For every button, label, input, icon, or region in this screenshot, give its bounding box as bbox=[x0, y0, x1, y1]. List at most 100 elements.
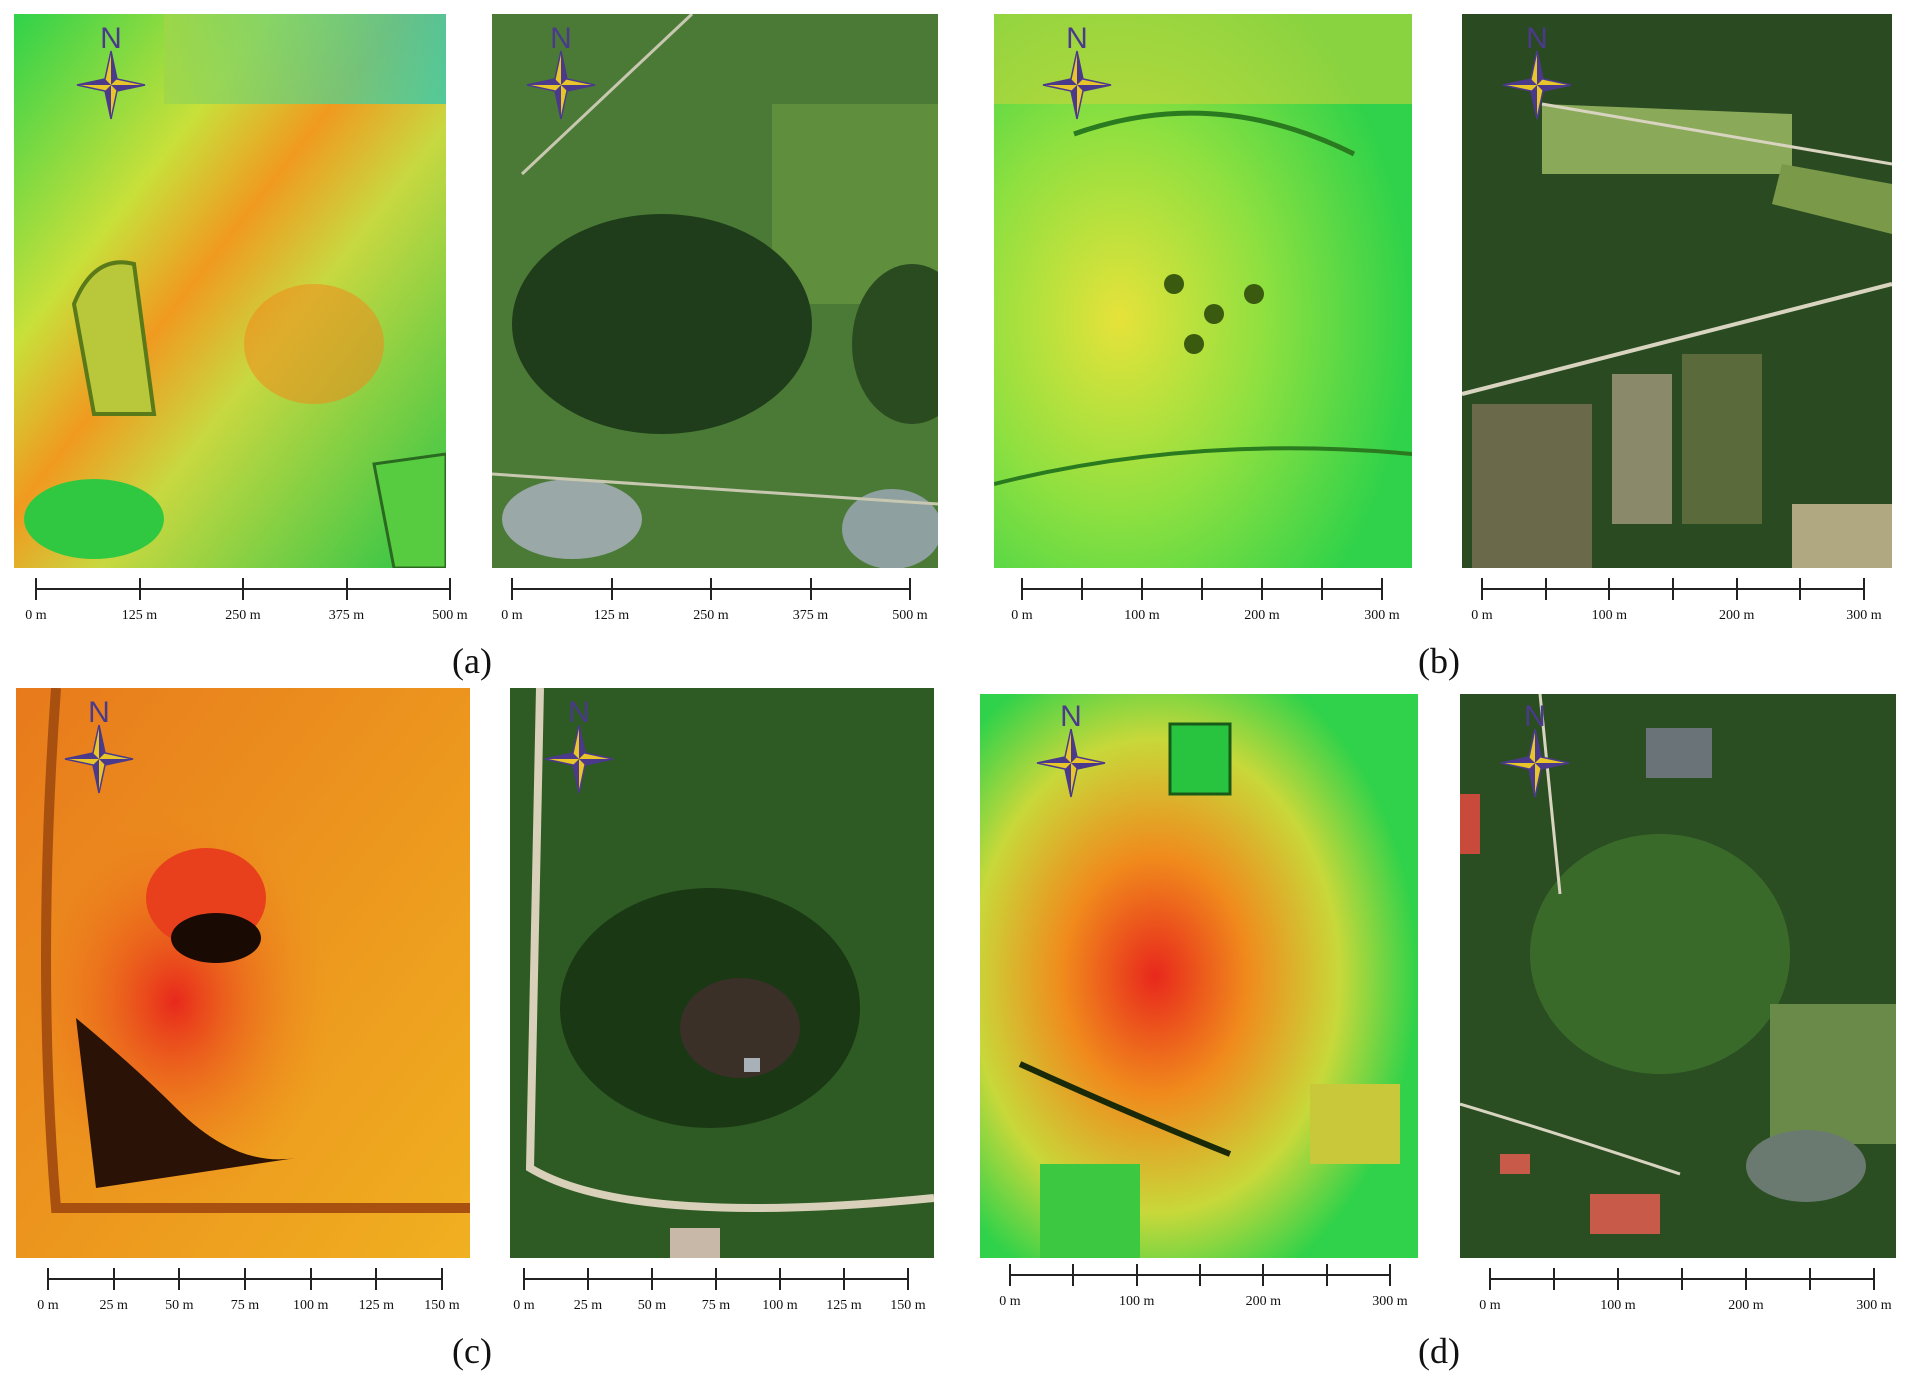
scale-bar-tick bbox=[1553, 1268, 1555, 1290]
caption-b: (b) bbox=[1418, 641, 1460, 681]
scale-bar-tick bbox=[345, 578, 348, 600]
compass-rose-icon: N bbox=[1036, 702, 1106, 802]
scale-bar-d-orthophoto: 0 m 100 m 200 m 300 m bbox=[1479, 1268, 1892, 1328]
panel-c-dem: N bbox=[16, 688, 470, 1258]
scale-bar-label: 100 m bbox=[1124, 608, 1160, 623]
scale-bar-tick bbox=[1481, 578, 1483, 600]
north-label: N bbox=[1060, 700, 1082, 733]
scale-bar-c-orthophoto: 0 m 25 m 50 m 75 m 100 m 125 m 150 m bbox=[513, 1268, 926, 1328]
scale-bar-tick bbox=[1489, 1268, 1491, 1290]
scale-bar-label: 200 m bbox=[1718, 608, 1755, 623]
panel-b-orthophoto: N bbox=[1462, 14, 1892, 568]
scale-bar-label: 375 m bbox=[792, 608, 829, 623]
scale-bar-tick bbox=[907, 1268, 909, 1290]
scale-bar-label: 100 m bbox=[1600, 1298, 1636, 1313]
scale-bar-tick bbox=[1381, 578, 1383, 600]
scale-bar-tick bbox=[523, 1268, 525, 1290]
scale-bar-label: 0 m bbox=[1479, 1298, 1501, 1313]
scale-bar-tick bbox=[1735, 578, 1738, 600]
scale-bar-label: 300 m bbox=[1846, 608, 1882, 623]
scale-bar-tick bbox=[1799, 578, 1802, 600]
scale-bar-tick bbox=[1325, 1264, 1328, 1286]
scale-bar-tick bbox=[112, 1268, 115, 1290]
scale-bar-label: 100 m bbox=[292, 1298, 329, 1313]
scale-bar-b-dem: 0 m 100 m 200 m 300 m bbox=[1011, 578, 1400, 638]
compass-rose-icon: N bbox=[544, 698, 614, 798]
scale-bar-tick bbox=[710, 578, 712, 600]
scale-bar-tick bbox=[1135, 1264, 1138, 1286]
scale-bar-label: 100 m bbox=[1118, 1294, 1155, 1309]
scale-bar-label: 150 m bbox=[424, 1298, 460, 1313]
panel-b-dem: N bbox=[994, 14, 1412, 568]
scale-bar-label: 300 m bbox=[1364, 608, 1400, 623]
scale-bar-label: 0 m bbox=[501, 608, 523, 623]
scale-bar-tick bbox=[309, 1268, 312, 1290]
scale-bar-label: 100 m bbox=[762, 1298, 798, 1313]
north-label: N bbox=[568, 696, 590, 729]
scale-bar-label: 200 m bbox=[1245, 1294, 1282, 1309]
scale-bar-tick bbox=[441, 1268, 443, 1290]
scale-bar-label: 125 m bbox=[826, 1298, 862, 1313]
scale-bar-tick bbox=[375, 1268, 378, 1290]
scale-bar-label: 50 m bbox=[165, 1298, 194, 1313]
scale-bar-label: 125 m bbox=[593, 608, 630, 623]
scale-bar-tick bbox=[1873, 1268, 1875, 1290]
north-label: N bbox=[1524, 700, 1546, 733]
scale-bar-label: 75 m bbox=[701, 1298, 731, 1313]
scale-bar-label: 0 m bbox=[999, 1294, 1021, 1309]
scale-bar-tick bbox=[1009, 1264, 1011, 1286]
scale-bar-label: 200 m bbox=[1728, 1298, 1764, 1313]
panel-d-orthophoto: N bbox=[1460, 694, 1896, 1258]
caption-a: (a) bbox=[452, 641, 492, 681]
scale-bar-label: 500 m bbox=[892, 608, 928, 623]
scale-bar-label: 250 m bbox=[693, 608, 729, 623]
compass-rose-icon: N bbox=[1500, 702, 1570, 802]
north-label: N bbox=[88, 696, 110, 729]
scale-bar-d-dem: 0 m 100 m 200 m 300 m bbox=[999, 1264, 1408, 1324]
compass-rose-icon: N bbox=[526, 24, 596, 124]
scale-bar-label: 0 m bbox=[37, 1298, 59, 1313]
scale-bar-tick bbox=[1072, 1264, 1075, 1286]
panel-a-dem: N bbox=[14, 14, 446, 568]
scale-bar-tick bbox=[1617, 1268, 1619, 1290]
scale-bar-tick bbox=[1261, 578, 1263, 600]
scale-bar-tick bbox=[511, 578, 513, 600]
scale-bar-tick bbox=[1021, 578, 1023, 600]
compass-rose-icon: N bbox=[76, 24, 146, 124]
north-label: N bbox=[550, 22, 572, 55]
compass-rose-icon: N bbox=[64, 698, 134, 798]
panel-a-orthophoto: N bbox=[492, 14, 938, 568]
north-label: N bbox=[1526, 22, 1548, 55]
scale-bar-tick bbox=[1681, 1268, 1683, 1290]
scale-bar-label: 200 m bbox=[1244, 608, 1280, 623]
scale-bar-label: 375 m bbox=[328, 608, 365, 623]
scale-bar-label: 150 m bbox=[890, 1298, 926, 1313]
panel-d-dem: N bbox=[980, 694, 1418, 1258]
scale-bar-tick bbox=[178, 1268, 181, 1290]
scale-bar-label: 125 m bbox=[358, 1298, 395, 1313]
scale-bar-tick bbox=[1608, 578, 1611, 600]
scale-bar-label: 100 m bbox=[1591, 608, 1628, 623]
scale-bar-label: 0 m bbox=[1011, 608, 1033, 623]
caption-c: (c) bbox=[452, 1331, 492, 1371]
scale-bar-tick bbox=[242, 578, 244, 600]
scale-bar-tick bbox=[715, 1268, 717, 1290]
scale-bar-tick bbox=[1809, 1268, 1811, 1290]
scale-bar-label: 300 m bbox=[1372, 1294, 1408, 1309]
scale-bar-a-orthophoto: 0 m 125 m 250 m 375 m 500 m bbox=[501, 578, 928, 638]
scale-bar-tick bbox=[1081, 578, 1083, 600]
scale-bar-label: 250 m bbox=[225, 608, 261, 623]
scale-bar-a-dem: 0 m 125 m 250 m 375 m 500 m bbox=[25, 578, 468, 638]
caption-d: (d) bbox=[1418, 1331, 1460, 1371]
scale-bar-tick bbox=[843, 1268, 845, 1290]
scale-bar-label: 25 m bbox=[99, 1298, 128, 1313]
scale-bar-tick bbox=[1262, 1264, 1265, 1286]
scale-bar-tick bbox=[1201, 578, 1203, 600]
scale-bar-tick bbox=[1321, 578, 1323, 600]
north-label: N bbox=[1066, 22, 1088, 55]
compass-rose-icon: N bbox=[1042, 24, 1112, 124]
scale-bar-c-dem: 0 m 25 m 50 m 75 m 100 m 125 m 150 m bbox=[37, 1268, 460, 1328]
panel-c-orthophoto: N bbox=[510, 688, 934, 1258]
scale-bar-label: 0 m bbox=[513, 1298, 535, 1313]
compass-rose-icon: N bbox=[1502, 24, 1572, 124]
